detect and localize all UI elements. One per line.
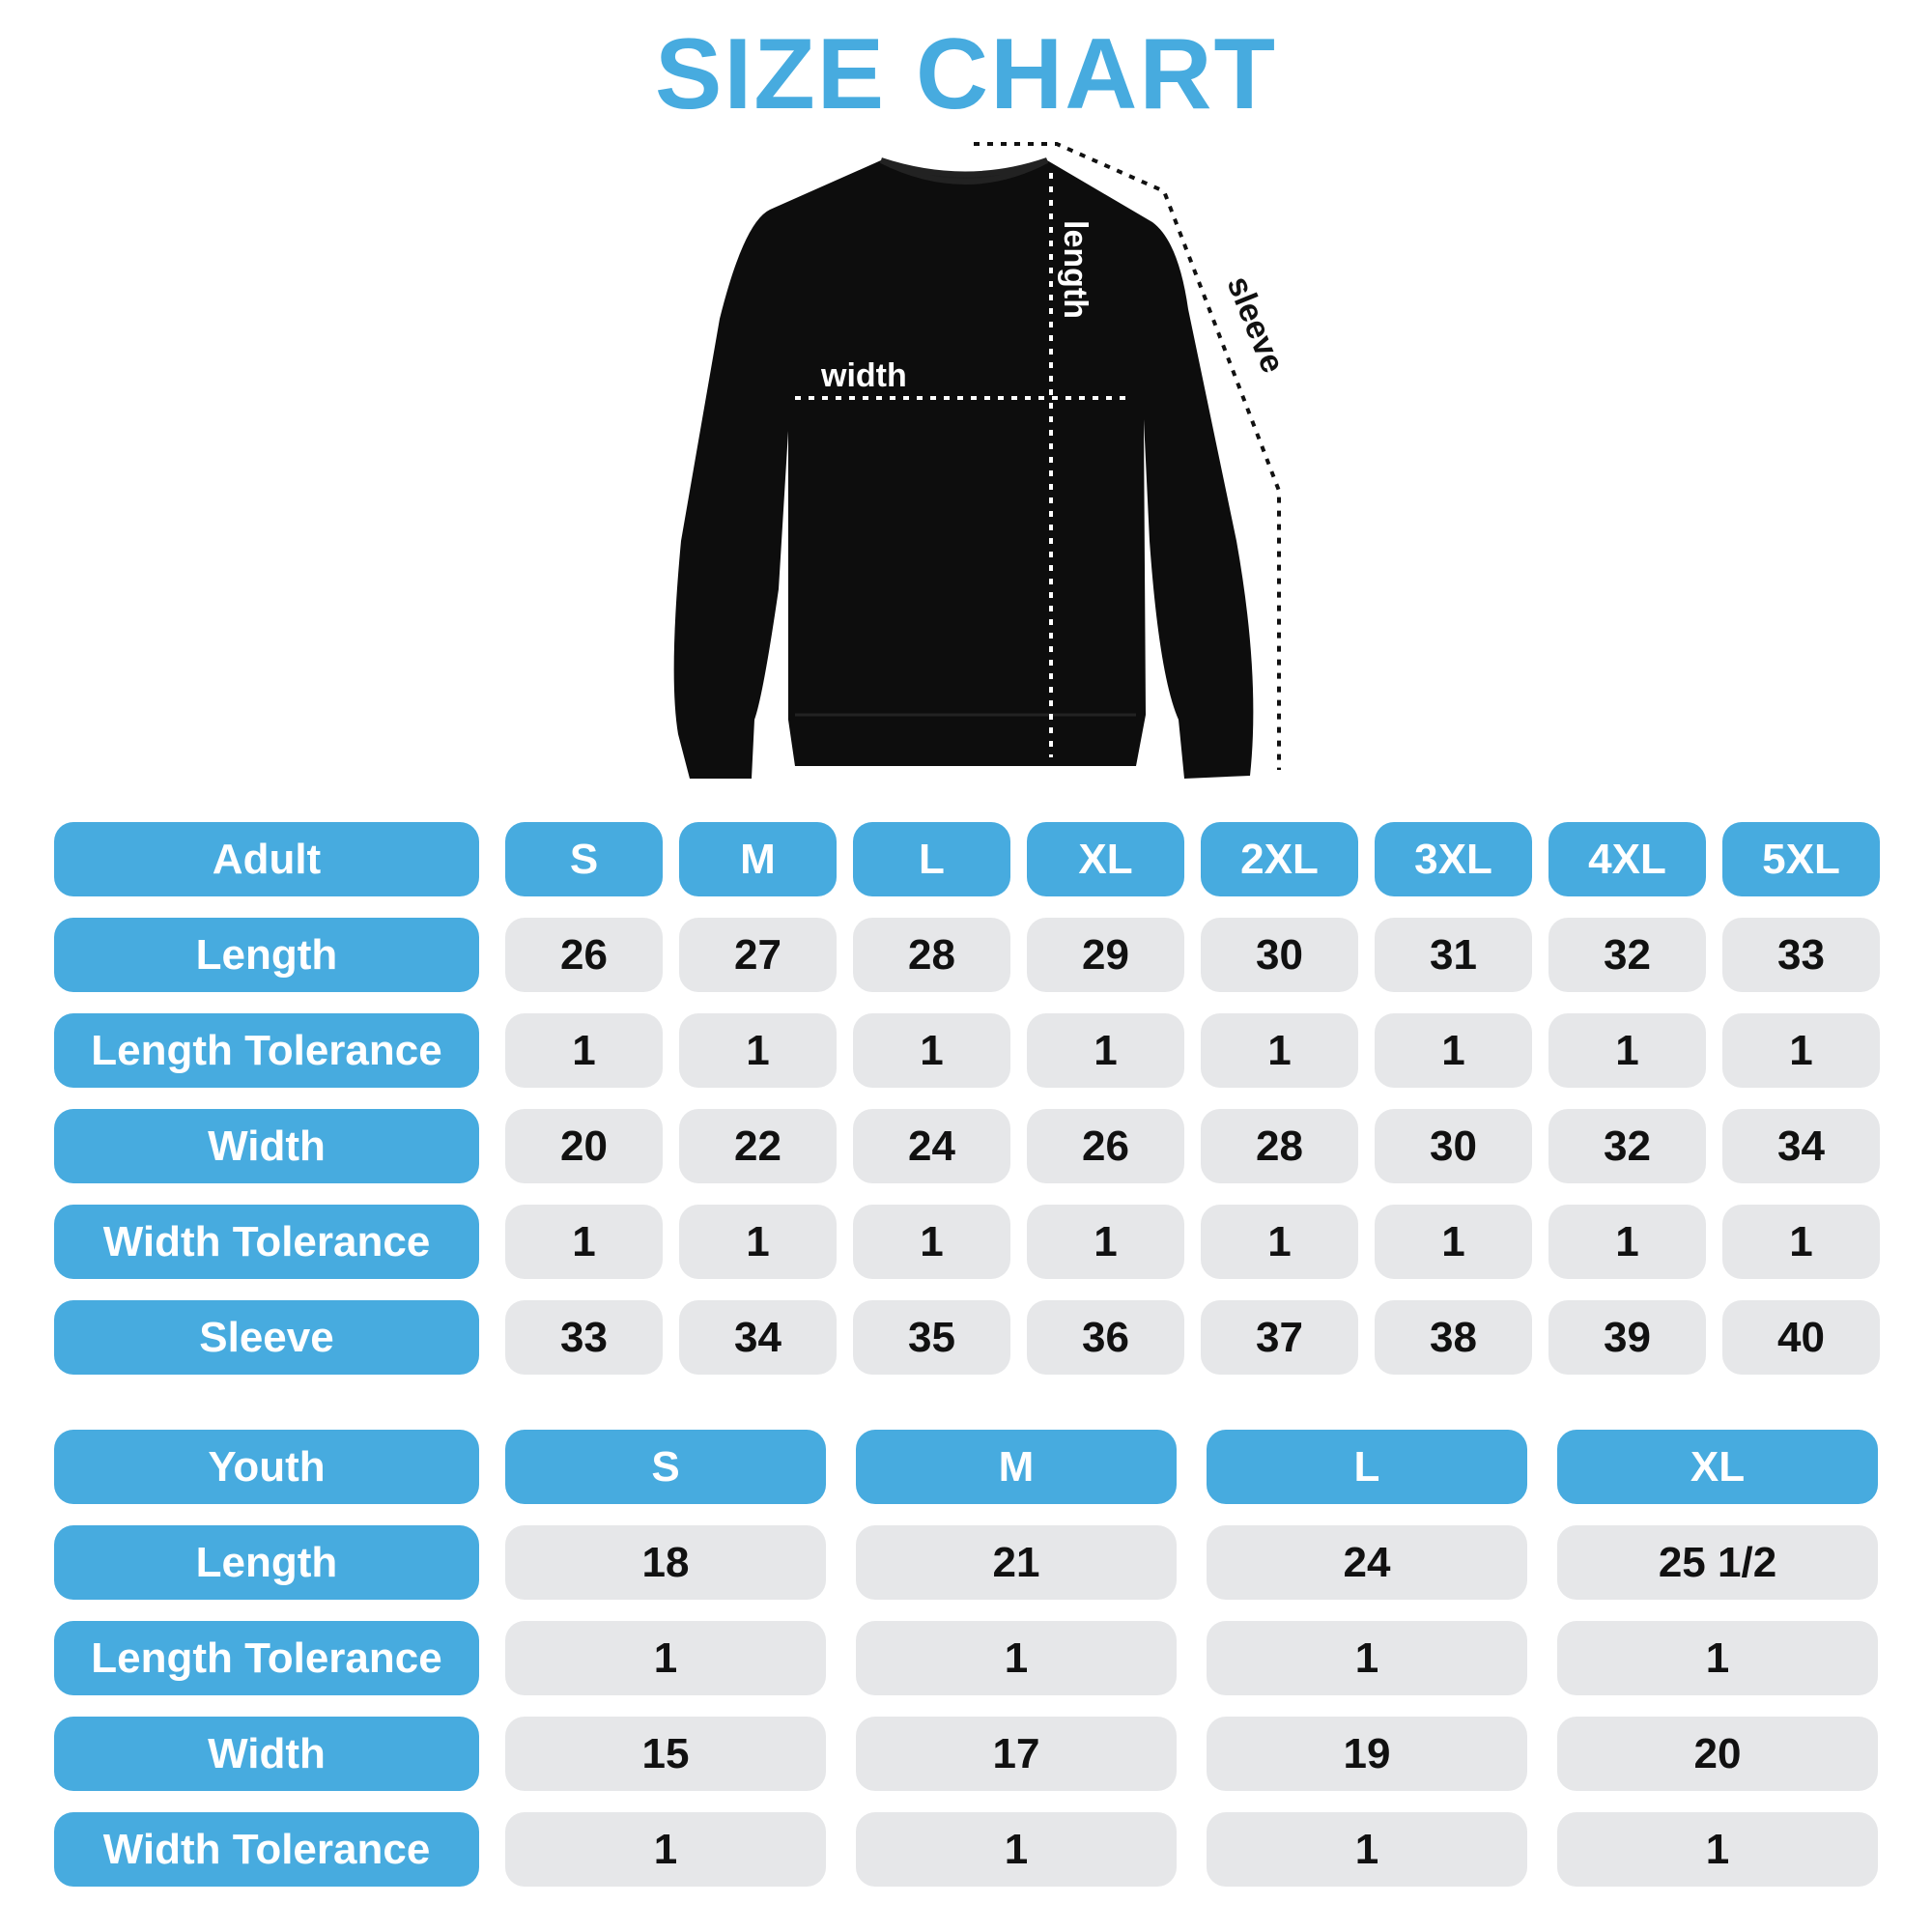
table-cell: 1 [1548, 1013, 1706, 1088]
row-label: Width [54, 1109, 479, 1183]
row-label: Width Tolerance [54, 1205, 479, 1279]
table-cell: 26 [505, 918, 663, 992]
size-header-s: S [505, 822, 663, 896]
table-cell: 1 [1557, 1621, 1878, 1695]
row-label: Sleeve [54, 1300, 479, 1375]
collar [879, 157, 1049, 185]
row-label: Length [54, 918, 479, 992]
table-cell: 1 [505, 1621, 826, 1695]
table-cell: 18 [505, 1525, 826, 1600]
table-cell: 28 [1201, 1109, 1358, 1183]
table-cell: 32 [1548, 918, 1706, 992]
table-cell: 25 1/2 [1557, 1525, 1878, 1600]
table-cell: 1 [1375, 1013, 1532, 1088]
size-header-l: L [853, 822, 1010, 896]
size-header-xl: XL [1027, 822, 1184, 896]
table-cell: 1 [1201, 1013, 1358, 1088]
table-cell: 39 [1548, 1300, 1706, 1375]
size-header-s: S [505, 1430, 826, 1504]
table-cell: 1 [856, 1621, 1177, 1695]
row-label: Length Tolerance [54, 1621, 479, 1695]
table-header-label: Adult [54, 822, 479, 896]
table-cell: 37 [1201, 1300, 1358, 1375]
table-cell: 32 [1548, 1109, 1706, 1183]
sweater-image [673, 160, 1254, 779]
table-cell: 21 [856, 1525, 1177, 1600]
table-cell: 30 [1201, 918, 1358, 992]
row-label: Length Tolerance [54, 1013, 479, 1088]
table-cell: 24 [1207, 1525, 1527, 1600]
row-label: Width [54, 1717, 479, 1791]
table-cell: 1 [853, 1013, 1010, 1088]
table-cell: 1 [1207, 1621, 1527, 1695]
size-header-m: M [856, 1430, 1177, 1504]
table-cell: 1 [1722, 1013, 1880, 1088]
table-cell: 1 [1027, 1013, 1184, 1088]
size-header-5xl: 5XL [1722, 822, 1880, 896]
size-header-l: L [1207, 1430, 1527, 1504]
row-label: Width Tolerance [54, 1812, 479, 1887]
table-cell: 1 [1557, 1812, 1878, 1887]
table-cell: 20 [1557, 1717, 1878, 1791]
table-cell: 27 [679, 918, 837, 992]
table-cell: 33 [505, 1300, 663, 1375]
table-cell: 1 [679, 1205, 837, 1279]
length-label: length [1057, 220, 1094, 319]
size-header-xl: XL [1557, 1430, 1878, 1504]
table-cell: 31 [1375, 918, 1532, 992]
table-header-label: Youth [54, 1430, 479, 1504]
table-cell: 1 [1375, 1205, 1532, 1279]
table-cell: 1 [1548, 1205, 1706, 1279]
sleeve-measure-line [974, 142, 1281, 770]
table-cell: 26 [1027, 1109, 1184, 1183]
table-cell: 15 [505, 1717, 826, 1791]
table-cell: 28 [853, 918, 1010, 992]
table-cell: 20 [505, 1109, 663, 1183]
width-label: width [820, 357, 907, 394]
size-header-m: M [679, 822, 837, 896]
table-cell: 38 [1375, 1300, 1532, 1375]
size-header-2xl: 2XL [1201, 822, 1358, 896]
table-cell: 1 [679, 1013, 837, 1088]
table-cell: 35 [853, 1300, 1010, 1375]
size-header-4xl: 4XL [1548, 822, 1706, 896]
table-cell: 1 [853, 1205, 1010, 1279]
table-cell: 29 [1027, 918, 1184, 992]
table-cell: 1 [1722, 1205, 1880, 1279]
table-cell: 36 [1027, 1300, 1184, 1375]
row-label: Length [54, 1525, 479, 1600]
table-cell: 19 [1207, 1717, 1527, 1791]
table-cell: 24 [853, 1109, 1010, 1183]
page-title: SIZE CHART [655, 18, 1277, 130]
table-cell: 22 [679, 1109, 837, 1183]
table-cell: 30 [1375, 1109, 1532, 1183]
table-cell: 40 [1722, 1300, 1880, 1375]
table-cell: 33 [1722, 918, 1880, 992]
table-cell: 1 [1207, 1812, 1527, 1887]
size-header-3xl: 3XL [1375, 822, 1532, 896]
table-cell: 17 [856, 1717, 1177, 1791]
table-cell: 1 [856, 1812, 1177, 1887]
table-cell: 1 [1027, 1205, 1184, 1279]
table-cell: 1 [1201, 1205, 1358, 1279]
table-cell: 34 [1722, 1109, 1880, 1183]
table-cell: 1 [505, 1812, 826, 1887]
table-cell: 34 [679, 1300, 837, 1375]
table-cell: 1 [505, 1013, 663, 1088]
table-cell: 1 [505, 1205, 663, 1279]
